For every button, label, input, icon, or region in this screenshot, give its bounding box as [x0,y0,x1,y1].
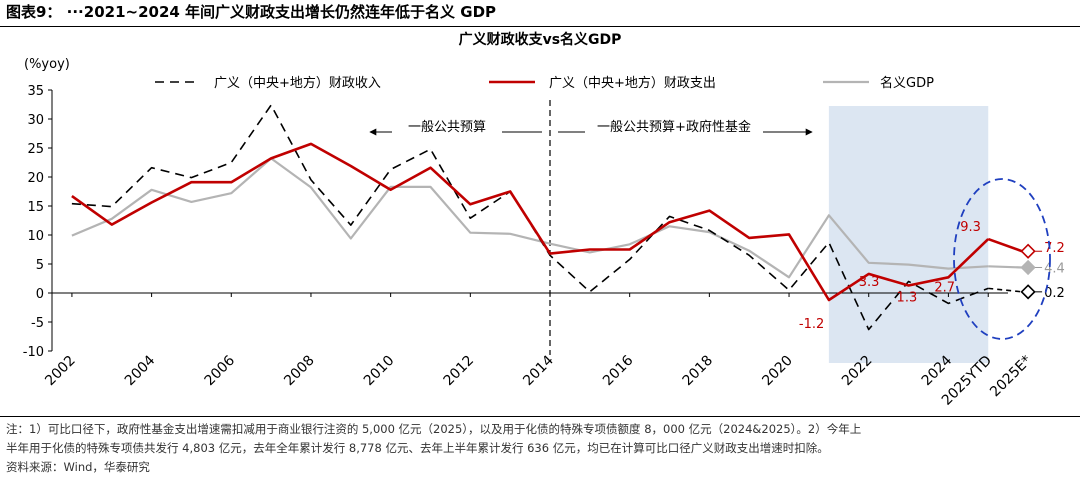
gdp-connector [988,265,1023,269]
gdp-estimate-marker [1020,259,1036,276]
expenditure-line [71,142,990,302]
revenue-line [71,104,989,331]
notes-block: 注：1）可比口径下，政府性基金支出增速需扣减用于商业银行注资的 5,000 亿元… [6,420,1074,477]
y-tick-label: 25 [27,142,44,157]
highlight-ellipse [953,178,1051,340]
gdp-estimate-label: 4.4 [1044,261,1065,276]
expenditure-estimate-label: 7.2 [1044,241,1065,256]
x-tick-label: 2002 [42,353,79,390]
x-tick-label: 2012 [441,353,478,390]
figure-title: 图表9： ···2021~2024 年间广义财政支出增长仍然连年低于名义 GDP [6,3,497,21]
gdp-line [71,157,989,279]
revenue-estimate-marker [1020,284,1036,300]
x-tick-label: 2016 [600,352,637,389]
left-arrow-label-bg [392,116,502,136]
y-tick-label: -10 [23,345,44,360]
legend-label-gdp: 名义GDP [880,75,934,91]
line-chart: -10 -5 0 5 10 15 20 25 30 35 (%yoy) 一般公共预算 一般公共预算+政府… [23,57,1065,409]
y-tick-label: 10 [27,229,44,244]
x-tick-label: 2020 [759,353,796,390]
y-tick-label: -5 [31,316,44,331]
expenditure-data-label: 1.3 [897,290,918,305]
revenue-estimate-label: 0.2 [1044,286,1065,301]
left-arrow-label: 一般公共预算 [408,119,486,135]
expenditure-estimate-marker [1020,243,1036,259]
x-tick-label: 2008 [281,353,318,390]
legend-label-expenditure: 广义（中央+地方）财政支出 [549,75,716,91]
y-tick-label: 15 [27,200,44,215]
expenditure-data-label: 3.3 [859,275,880,290]
y-tick-label: 5 [36,258,44,273]
legend-label-revenue: 广义（中央+地方）财政收入 [214,75,381,91]
y-tick-label: 20 [27,171,44,186]
revenue-connector [988,287,1023,293]
expenditure-connector [987,237,1023,253]
y-tick-label: 0 [36,287,44,302]
right-arrow-label-bg [585,116,763,136]
title-divider [0,26,1080,27]
chart-title: 广义财政收支vs名义GDP [458,32,622,48]
notes-divider [0,416,1080,417]
x-tick-label: 2018 [680,353,717,390]
x-tick-label: 2025E* [987,353,1035,401]
right-arrow-label: 一般公共预算+政府性基金 [597,119,751,135]
shaded-region [828,106,989,363]
x-tick-label: 2014 [520,352,557,389]
expenditure-data-label: 9.3 [960,220,981,235]
y-tick-label: 35 [27,84,44,99]
note-line-1: 注：1）可比口径下，政府性基金支出增速需扣减用于商业银行注资的 5,000 亿元… [6,422,862,436]
expenditure-data-label: -1.2 [799,317,824,332]
expenditure-data-label: 2.7 [934,280,955,295]
source-line: 资料来源：Wind，华泰研究 [6,460,150,474]
y-tick-label: 30 [27,113,44,128]
y-axis-label: (%yoy) [24,57,70,72]
x-tick-label: 2004 [122,352,159,389]
x-tick-label: 2006 [202,352,239,389]
note-line-2: 半年用于化债的特殊专项债共发行 4,803 亿元，去年全年累计发行 8,778 … [6,441,829,455]
x-tick-label: 2010 [361,353,398,390]
